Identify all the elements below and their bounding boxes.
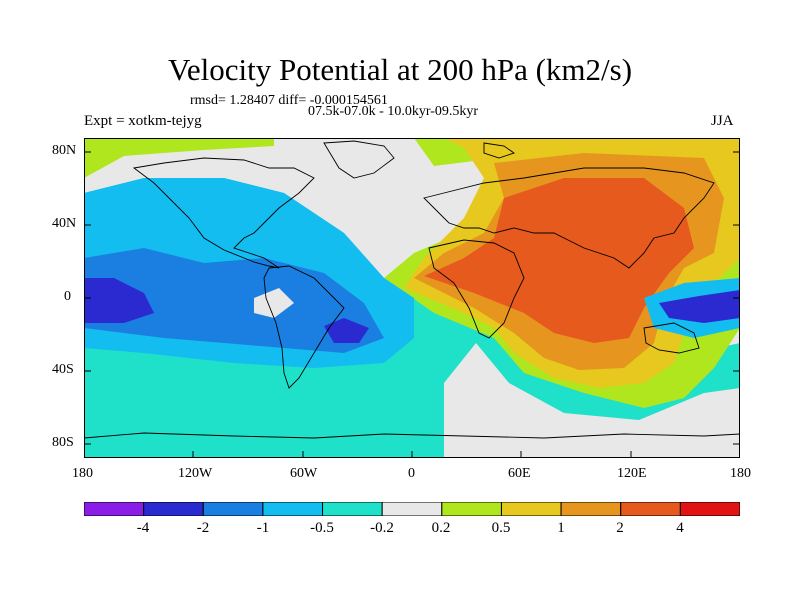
- x-tick-label: 180: [730, 466, 751, 481]
- x-tick-label: 60W: [290, 466, 318, 481]
- experiment-label: Expt = xotkm-tejyg: [84, 113, 202, 129]
- colorbar-cell: [620, 502, 681, 516]
- colorbar-label: 0.2: [431, 520, 451, 536]
- colorbar-cell: [500, 502, 562, 516]
- colorbar-label: 2: [616, 520, 624, 536]
- period-line: 07.5k-07.0k - 10.0kyr-09.5kyr: [308, 104, 479, 119]
- y-tick-label: 80N: [52, 143, 77, 158]
- chart-title: Velocity Potential at 200 hPa (km2/s): [167, 52, 633, 87]
- colorbar-cell: [560, 502, 622, 516]
- coastlines: [84, 140, 740, 439]
- colorbar-label: 1: [557, 520, 565, 536]
- colorbar-cell: [84, 502, 145, 516]
- season-label: JJA: [711, 113, 734, 129]
- colorbar-label: 0.5: [491, 520, 511, 536]
- stats-line: rmsd= 1.28407 diff= -0.000154561: [190, 93, 388, 108]
- colorbar-label: -0.2: [370, 520, 394, 536]
- y-tick-label: 40S: [52, 362, 74, 377]
- colorbar-label: -0.5: [310, 520, 334, 536]
- x-tick-label: 120W: [178, 466, 213, 481]
- axis-ticks: [84, 151, 740, 458]
- contour-fill: [84, 138, 740, 458]
- colorbar: [84, 502, 740, 516]
- colorbar-label: -4: [136, 520, 150, 536]
- y-tick-label: 80S: [52, 435, 74, 450]
- colorbar-cell: [679, 502, 740, 516]
- map-plot: [84, 138, 740, 458]
- colorbar-cell: [262, 502, 324, 516]
- colorbar-label: -2: [196, 520, 210, 536]
- x-tick-label: 120E: [617, 466, 647, 481]
- colorbar-cell: [322, 502, 383, 516]
- x-tick-label: 60E: [508, 466, 531, 481]
- colorbar-cell: [202, 502, 264, 516]
- x-tick-label: 180: [72, 466, 93, 481]
- colorbar-cell: [441, 502, 502, 516]
- colorbar-cell: [143, 502, 204, 516]
- y-tick-label: 40N: [52, 216, 77, 231]
- x-tick-label: 0: [408, 466, 415, 481]
- colorbar-cell: [381, 502, 443, 516]
- colorbar-label: 4: [676, 520, 684, 536]
- colorbar-label: -1: [256, 520, 270, 536]
- y-tick-label: 0: [64, 289, 71, 304]
